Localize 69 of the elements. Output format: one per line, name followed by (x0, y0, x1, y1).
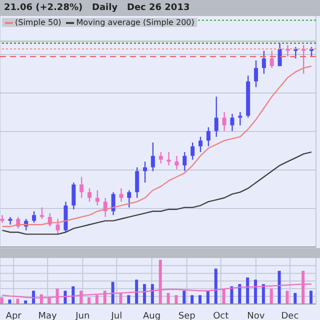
candlestick (143, 160, 148, 184)
bar (150, 284, 154, 304)
candlestick (294, 46, 298, 60)
candlestick (270, 50, 274, 69)
candlestick (88, 188, 92, 202)
x-tick-label: Jul (110, 311, 122, 320)
bar (166, 292, 170, 304)
candlestick (135, 166, 140, 198)
bar (254, 280, 258, 304)
legend-label: Moving average (Simple 200) (76, 18, 194, 27)
bar (246, 277, 250, 304)
bar (206, 290, 210, 304)
bar (64, 290, 67, 304)
bar (8, 300, 12, 304)
candlestick (166, 151, 171, 166)
candlestick (56, 218, 60, 235)
x-tick-label: Nov (247, 311, 266, 320)
candlestick (278, 42, 282, 67)
x-tick-label: Jun (74, 311, 90, 320)
bar (286, 290, 289, 304)
x-tick-label: May (38, 311, 58, 320)
candlestick (32, 210, 36, 224)
candlestick (310, 46, 314, 58)
bar (294, 292, 297, 304)
candlestick (222, 111, 226, 132)
candlestick (119, 188, 124, 202)
bar (174, 295, 178, 304)
bar (270, 288, 273, 304)
bar (262, 284, 265, 304)
x-tick-label: Sep (178, 311, 196, 320)
x-tick-label: Dec (281, 311, 299, 320)
bar (190, 295, 194, 304)
candlestick (127, 190, 132, 208)
candlestick (230, 113, 234, 132)
candlestick (198, 136, 203, 153)
legend-label: (Simple 50) (15, 18, 62, 27)
bar (127, 295, 130, 304)
candlestick (190, 142, 195, 160)
bar (238, 284, 242, 304)
candlestick (95, 190, 100, 206)
bar (88, 297, 91, 304)
bar (198, 295, 202, 304)
candlestick (262, 50, 266, 74)
bar (72, 286, 75, 304)
candlestick (174, 155, 179, 170)
chart-title: 21.06 (+2.28%) Daily Dec 26 2013 (0, 0, 320, 16)
x-tick-label: Oct (213, 311, 230, 320)
bar (111, 282, 114, 304)
candlestick (182, 151, 187, 172)
bar (182, 290, 186, 304)
x-tick-label: Aug (142, 311, 161, 320)
candlestick (111, 192, 116, 216)
candlestick (103, 197, 108, 218)
candlestick (80, 176, 84, 198)
candlestick (150, 142, 155, 172)
candlestick (206, 126, 210, 147)
candlestick (254, 60, 258, 88)
bar (143, 284, 146, 304)
candlestick (40, 206, 44, 220)
candlestick (302, 44, 306, 74)
bar (214, 268, 218, 304)
candlestick (72, 182, 76, 210)
candlestick (214, 96, 218, 138)
candlestick (158, 151, 163, 164)
bar (278, 270, 281, 304)
x-tick-label: Apr (6, 311, 22, 320)
bar (135, 280, 138, 304)
candlestick (286, 44, 290, 58)
bar (310, 290, 313, 304)
